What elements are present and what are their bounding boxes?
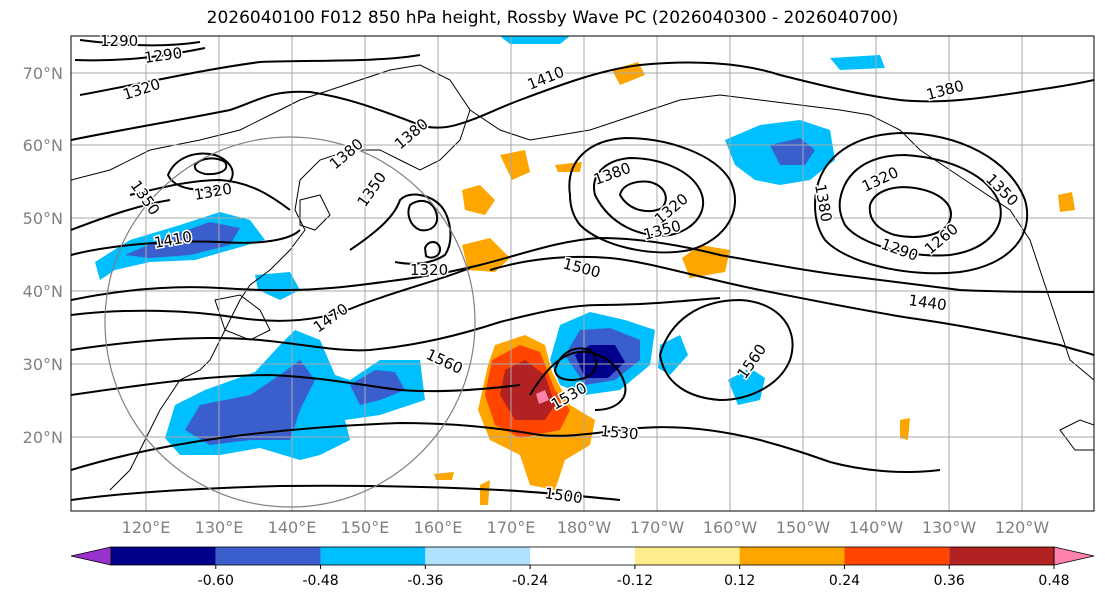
coastlines bbox=[71, 64, 1094, 491]
colorbar-tick-label: -0.24 bbox=[512, 573, 548, 589]
longitude-labels: 120°E 130°E 140°E 150°E 160°E 170°E 180°… bbox=[122, 518, 1050, 537]
colorbar-tick-label: 0.24 bbox=[829, 573, 860, 589]
colorbar-segment bbox=[739, 547, 845, 565]
colorbar-segment bbox=[320, 547, 426, 565]
positive-anomaly-region bbox=[462, 238, 510, 272]
negative-anomaly-region bbox=[185, 360, 315, 445]
lon-label: 170°E bbox=[487, 518, 536, 537]
colorbar-segment bbox=[1053, 546, 1095, 566]
lon-label: 160°E bbox=[414, 518, 463, 537]
contour-label: 1320 bbox=[410, 261, 448, 279]
colorbar-segment bbox=[949, 547, 1054, 565]
negative-anomaly-region bbox=[658, 335, 688, 375]
lon-label: 120°E bbox=[122, 518, 171, 537]
lat-label: 70°N bbox=[23, 64, 63, 83]
lat-label: 60°N bbox=[23, 136, 63, 155]
contour-label: 1530 bbox=[600, 422, 640, 443]
positive-anomaly-region bbox=[500, 150, 530, 180]
colorbar-segment bbox=[70, 546, 112, 566]
colorbar-tick-label: -0.48 bbox=[302, 573, 338, 589]
latitude-labels: 70°N 60°N 50°N 40°N 30°N 20°N bbox=[23, 64, 63, 447]
colorbar-segment bbox=[634, 547, 740, 565]
colorbar-segment bbox=[215, 547, 321, 565]
colorbar-tick-label: 0.36 bbox=[934, 573, 965, 589]
map-frame bbox=[70, 35, 1095, 512]
map-title: 2026040100 F012 850 hPa height, Rossby W… bbox=[206, 8, 899, 28]
lon-label: 160°W bbox=[703, 518, 758, 537]
negative-anomaly-region bbox=[255, 272, 300, 300]
colorbar-segment bbox=[425, 547, 531, 565]
lon-label: 150°E bbox=[341, 518, 390, 537]
negative-anomaly-region bbox=[728, 368, 765, 405]
lat-label: 20°N bbox=[23, 428, 63, 447]
colorbar-segment bbox=[530, 547, 635, 565]
colorbar-frame bbox=[110, 546, 1055, 566]
contour-label: 1290 bbox=[100, 32, 138, 50]
lon-label: 140°E bbox=[268, 518, 317, 537]
colorbar-tick-label: 0.48 bbox=[1038, 573, 1069, 589]
lat-label: 50°N bbox=[23, 209, 63, 228]
negative-anomaly-region bbox=[500, 36, 570, 44]
colorbar-tick-label: -0.12 bbox=[617, 573, 653, 589]
lon-label: 140°W bbox=[849, 518, 904, 537]
height-contours bbox=[71, 39, 1094, 501]
gridlines bbox=[71, 36, 1094, 511]
positive-anomaly-region bbox=[500, 360, 555, 420]
colorbar-tick-label: 0.12 bbox=[724, 573, 755, 589]
colorbar-tick-label: -0.60 bbox=[198, 573, 234, 589]
lon-label: 130°W bbox=[922, 518, 977, 537]
positive-anomaly-region bbox=[480, 480, 490, 505]
contour-label: 1440 bbox=[907, 291, 947, 314]
colorbar: -0.60 -0.48 -0.36 -0.24 -0.12 0.12 0.24 0.36 0.4… bbox=[70, 546, 1095, 589]
lon-label: 170°W bbox=[630, 518, 685, 537]
positive-anomaly-region bbox=[900, 418, 910, 440]
lon-label: 120°W bbox=[995, 518, 1050, 537]
negative-anomaly-region bbox=[575, 345, 625, 378]
lon-label: 150°W bbox=[776, 518, 831, 537]
colorbar-tick-label: -0.36 bbox=[407, 573, 443, 589]
reference-circle bbox=[104, 136, 476, 508]
lat-label: 40°N bbox=[23, 282, 63, 301]
positive-anomaly-region bbox=[682, 245, 730, 278]
positive-anomaly-region bbox=[1058, 192, 1075, 212]
negative-anomaly-region bbox=[125, 222, 240, 258]
lon-label: 130°E bbox=[195, 518, 244, 537]
colorbar-segment bbox=[111, 547, 216, 565]
positive-anomaly-region bbox=[434, 472, 454, 480]
colorbar-segment bbox=[844, 547, 950, 565]
lon-label: 180°W bbox=[557, 518, 612, 537]
lat-label: 30°N bbox=[23, 355, 63, 374]
positive-anomaly-region bbox=[536, 390, 549, 404]
negative-anomaly-region bbox=[830, 55, 885, 70]
positive-anomaly-region bbox=[462, 185, 495, 215]
